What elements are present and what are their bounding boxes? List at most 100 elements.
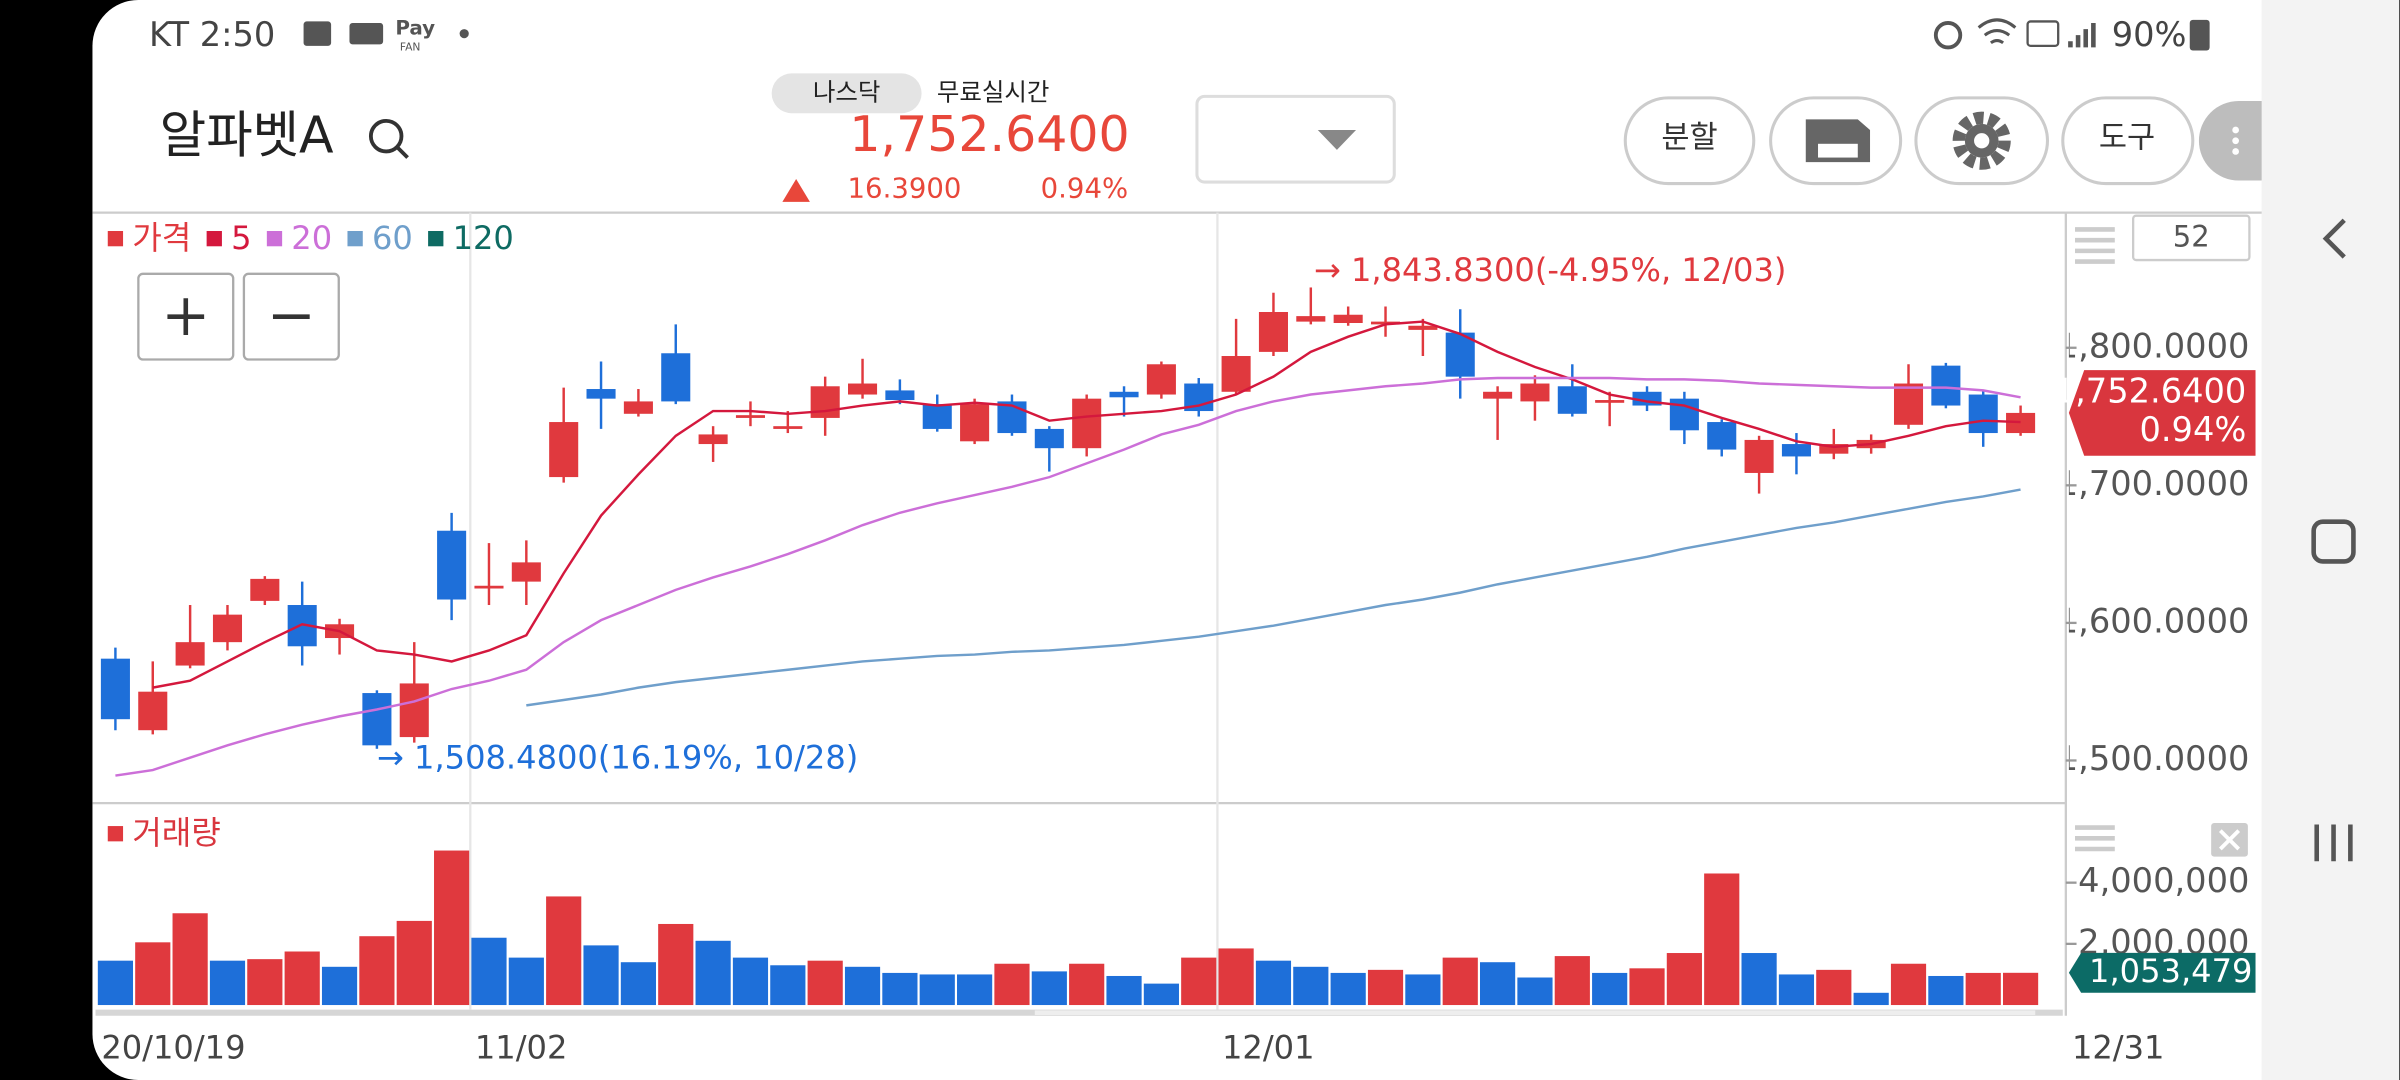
tools-label[interactable]: 도구 — [2099, 121, 2155, 156]
moving-average-line — [526, 488, 2021, 707]
candle-body — [1146, 364, 1176, 395]
candle-body — [1333, 314, 1363, 323]
volume-bar — [1928, 975, 1964, 1006]
candle-body — [848, 383, 878, 395]
candle-body — [922, 404, 952, 429]
candle-body — [1595, 400, 1625, 403]
volume-bar — [732, 957, 769, 1006]
gear-teeth[interactable] — [1952, 111, 2011, 170]
status-pay-sub: FAN — [400, 40, 420, 53]
search-button[interactable] — [368, 118, 409, 159]
candle-body — [885, 390, 915, 401]
save-button[interactable] — [1769, 96, 1903, 186]
list-icon[interactable] — [2075, 227, 2115, 264]
search-icon-handle[interactable] — [395, 145, 409, 159]
more-button[interactable] — [2198, 100, 2262, 181]
nav-back[interactable] — [2322, 218, 2346, 259]
volume-bar — [1554, 956, 1590, 1006]
plus-icon[interactable] — [167, 298, 205, 336]
split-label[interactable]: 분할 — [1661, 121, 1717, 156]
zoom-in-button[interactable] — [137, 272, 235, 361]
volume-bar — [209, 960, 246, 1006]
candle-body — [1072, 398, 1102, 449]
volume-bar — [1293, 966, 1329, 1006]
last-change-label: 0.94% — [2139, 410, 2246, 449]
tools-button[interactable]: 도구 — [2061, 96, 2195, 186]
candle-body — [474, 585, 504, 589]
y-tick-label: 1,500.0000 — [2057, 739, 2250, 778]
volume-bar — [434, 850, 470, 1006]
volume-bar — [1778, 974, 1815, 1006]
last-price-label: 1,752.6400 — [2054, 372, 2247, 411]
volume-bar — [172, 913, 208, 1006]
volume-list-icon[interactable] — [2075, 825, 2115, 852]
volume-bar — [321, 966, 358, 1006]
y-tick-label: 1,600.0000 — [2057, 601, 2250, 640]
volume-bar — [1666, 953, 1702, 1006]
volume-bar — [1480, 962, 1516, 1006]
nav-home[interactable] — [2311, 519, 2356, 564]
candle-body — [1520, 383, 1550, 402]
volume-title: 거래량 — [132, 814, 221, 852]
legend-swatch — [428, 230, 444, 247]
settings-button[interactable] — [1914, 96, 2050, 186]
volume-bar — [1181, 957, 1217, 1006]
volume-bar — [1442, 957, 1478, 1006]
visible-count[interactable]: 52 — [2173, 220, 2210, 254]
candle-body — [1744, 439, 1774, 473]
zoom-out-button[interactable] — [242, 272, 340, 361]
candle-body — [1781, 444, 1811, 457]
status-alarm — [1933, 21, 1963, 50]
candle-body — [138, 691, 168, 731]
candle-body — [623, 401, 653, 414]
close-icon[interactable] — [2218, 829, 2241, 851]
volume-bar — [247, 959, 283, 1006]
more-tab[interactable] — [2198, 100, 2262, 181]
plot-area — [97, 287, 2039, 1006]
gear-hole[interactable] — [1974, 133, 1990, 149]
tools-pill[interactable] — [2061, 96, 2195, 186]
status-pay: Pay — [395, 17, 435, 40]
volume-bar — [1069, 963, 1105, 1006]
nav-recent[interactable] — [2314, 824, 2353, 862]
save-icon-label[interactable] — [1818, 143, 1858, 158]
legend-label: 60 — [372, 219, 413, 257]
candle-body — [1296, 316, 1326, 322]
period-dropdown[interactable] — [1195, 94, 1396, 184]
legend-swatch — [107, 230, 124, 247]
x-end-label: 12/31 — [2072, 1028, 2165, 1066]
more-dot[interactable] — [2232, 137, 2240, 145]
candle-body — [1109, 391, 1139, 398]
status-time: KT 2:50 — [149, 15, 275, 54]
candle-body — [1408, 325, 1438, 330]
dropdown-caret[interactable] — [1317, 130, 1357, 150]
more-dot[interactable] — [2232, 148, 2240, 155]
volume-bar — [1330, 972, 1366, 1006]
more-dot[interactable] — [2232, 126, 2240, 134]
candle-body — [2006, 412, 2036, 434]
split-button[interactable]: 분할 — [1623, 96, 1756, 186]
volume-bar — [807, 960, 843, 1006]
nav-bar — [2261, 0, 2400, 1080]
status-signal — [2068, 22, 2096, 48]
candle-body — [1483, 391, 1513, 399]
volume-bar — [1890, 963, 1927, 1006]
count-box[interactable] — [2131, 214, 2251, 262]
volume-bar — [1816, 969, 1852, 1006]
split-pill[interactable] — [1623, 96, 1756, 186]
search-icon[interactable] — [368, 118, 404, 154]
candle-body — [1707, 422, 1737, 450]
legend-swatch — [266, 230, 283, 247]
volume-bar — [1106, 975, 1142, 1006]
volume-bar — [882, 972, 918, 1006]
candle-body — [1557, 386, 1587, 414]
candle-body — [810, 386, 840, 418]
feed-type: 무료실시간 — [937, 77, 1050, 106]
high-annotation: → 1,843.8300(-4.95%, 12/03) — [1314, 251, 1787, 289]
overlay: 20/10/19 11/02 12/01 12/31 가격 5 20 60 120 → 1,843… — [101, 219, 2256, 1066]
volume-bar — [1965, 972, 2001, 1006]
volume-bar — [695, 940, 731, 1006]
dropdown-box[interactable] — [1195, 94, 1396, 184]
